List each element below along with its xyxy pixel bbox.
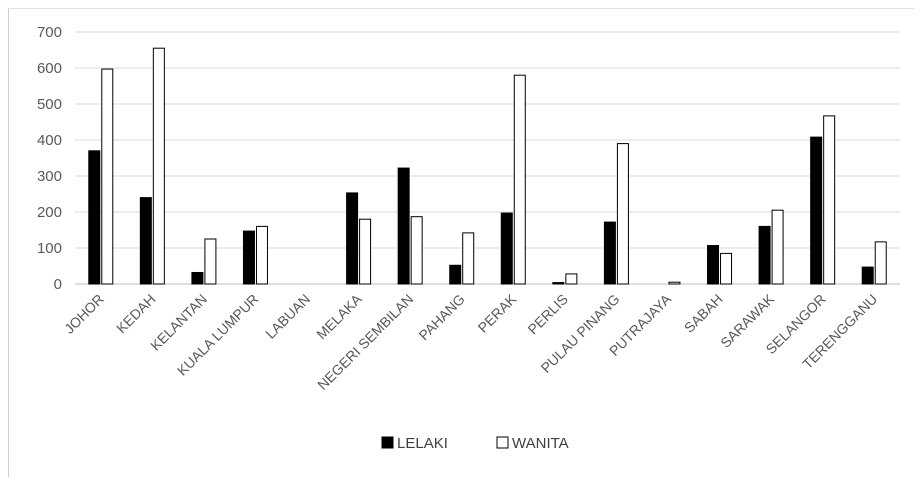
bar-wanita-perak	[513, 74, 526, 285]
bar-lelaki-sabah	[707, 244, 720, 285]
bar-lelaki-melaka	[346, 192, 359, 285]
x-tick-label: MELAKA	[313, 290, 365, 342]
y-tick-label: 300	[37, 168, 62, 185]
bar-wanita-johor	[101, 68, 114, 285]
y-tick-label: 100	[37, 240, 62, 257]
legend: LELAKI WANITA	[381, 435, 569, 452]
bar-lelaki-kelantan	[191, 271, 204, 285]
x-tick-label: JOHOR	[61, 291, 107, 337]
bar-lelaki-johor	[88, 150, 101, 285]
bars	[88, 47, 887, 285]
bar-lelaki-terengganu	[861, 266, 874, 285]
legend-label-lelaki: LELAKI	[397, 435, 448, 452]
bar-wanita-sabah	[720, 252, 733, 285]
bar-lelaki-perlis	[552, 282, 565, 285]
bar-wanita-kuala-lumpur	[255, 225, 268, 285]
y-tick-label: 200	[37, 204, 62, 221]
bar-lelaki-pulau-pinang	[603, 221, 616, 285]
bar-lelaki-perak	[500, 212, 513, 285]
y-tick-label: 600	[37, 60, 62, 77]
bar-wanita-putrajaya	[668, 281, 681, 285]
bar-wanita-perlis	[565, 273, 578, 285]
bar-lelaki-sarawak	[758, 225, 771, 285]
bar-wanita-kelantan	[204, 238, 217, 285]
bar-wanita-kedah	[152, 47, 165, 285]
x-tick-label: PERAK	[475, 290, 520, 335]
x-tick-label: KEDAH	[113, 291, 158, 336]
legend-swatch-lelaki	[381, 436, 394, 449]
legend-swatch-wanita	[496, 436, 509, 449]
bar-wanita-melaka	[359, 218, 372, 285]
bar-lelaki-kedah	[139, 197, 152, 285]
y-tick-label: 700	[37, 24, 62, 41]
x-tick-label: PERLIS	[524, 291, 571, 338]
y-axis-ticks: 0 100 200 300 400 500 600 700	[37, 24, 62, 293]
x-tick-label: LABUAN	[262, 291, 313, 342]
bar-wanita-terengganu	[874, 241, 887, 285]
bar-lelaki-kuala-lumpur	[242, 230, 255, 285]
x-tick-label: NEGERI SEMBILAN	[314, 291, 416, 393]
legend-label-wanita: WANITA	[512, 435, 569, 452]
x-tick-label: PAHANG	[415, 291, 467, 343]
bar-wanita-pulau-pinang	[616, 143, 629, 285]
bar-wanita-sarawak	[771, 209, 784, 285]
bar-lelaki-pahang	[449, 264, 462, 285]
y-tick-label: 500	[37, 96, 62, 113]
bar-wanita-selangor	[823, 115, 836, 285]
bar-lelaki-selangor	[810, 136, 823, 285]
y-tick-label: 0	[54, 276, 62, 293]
bar-wanita-pahang	[462, 232, 475, 285]
bar-lelaki-negeri-sembilan	[397, 167, 410, 285]
y-tick-label: 400	[37, 132, 62, 149]
bar-wanita-negeri-sembilan	[410, 216, 423, 285]
x-tick-label: SABAH	[681, 291, 726, 336]
